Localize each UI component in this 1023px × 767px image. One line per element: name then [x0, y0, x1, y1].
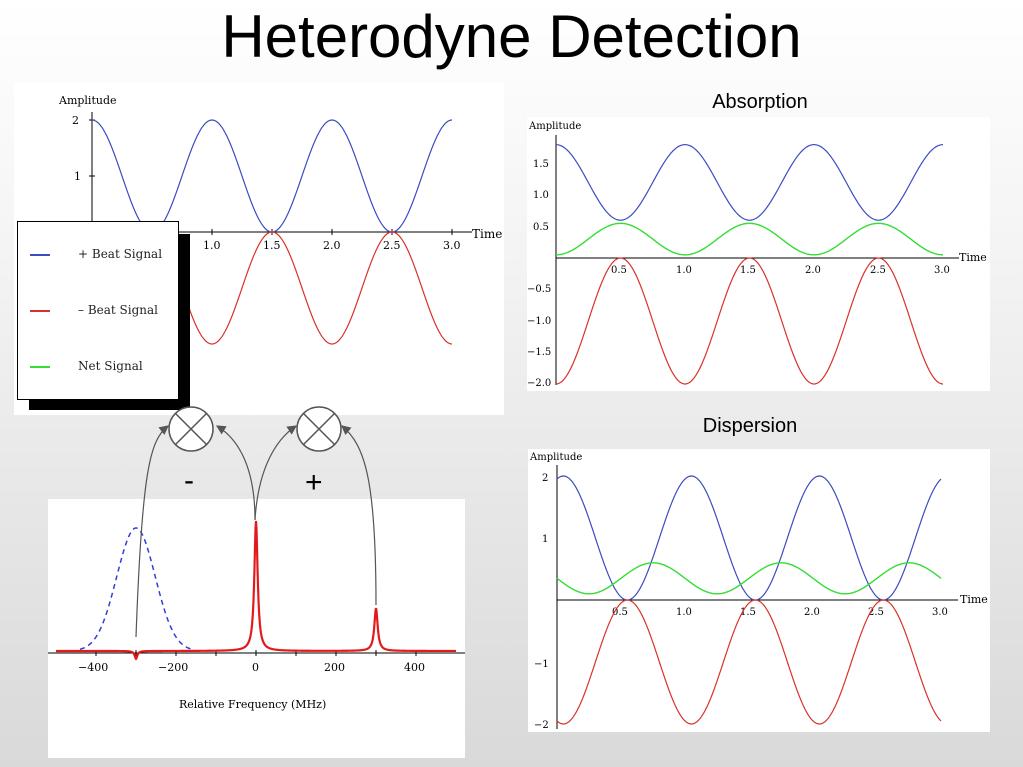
- mixer-minus-label: -: [184, 464, 194, 497]
- legend-label-net: Net Signal: [78, 359, 143, 373]
- spectrum-xtick: 200: [324, 661, 345, 674]
- mixer-minus-icon: [168, 406, 214, 452]
- absorption-xtick: 1.5: [740, 265, 756, 276]
- dispersion-xtick: 2.5: [868, 607, 884, 618]
- dispersion-xtick: 0.5: [612, 607, 628, 618]
- dispersion-ylabel: Amplitude: [529, 452, 582, 463]
- legend-item-plus: + Beat Signal: [18, 245, 178, 265]
- spectrum-xtick: 0: [252, 661, 259, 674]
- dispersion-xtick: 2.0: [804, 607, 820, 618]
- beat-xtick-2-5: 2.5: [383, 239, 401, 252]
- dispersion-net-series: [556, 562, 942, 595]
- absorption-ytick: 1.5: [533, 159, 549, 170]
- absorption-xtick: 2.0: [805, 265, 821, 276]
- dispersion-xtick: 3.0: [932, 607, 948, 618]
- arrow-minus-from-carrier: [215, 425, 256, 521]
- legend-swatch-minus: [30, 310, 50, 312]
- spectrum-plot-panel: −400 −200 0 200 400 Relative Frequency (…: [48, 499, 465, 758]
- absorption-xtick: 3.0: [934, 265, 950, 276]
- beat-xtick-2-0: 2.0: [323, 239, 341, 252]
- dispersion-minus-series: [556, 599, 942, 725]
- dispersion-caption: Dispersion: [702, 415, 798, 437]
- absorption-ytick: −1.5: [527, 347, 551, 358]
- beat-xtick-marks: [211, 229, 453, 235]
- spectrum-xtick: −200: [158, 661, 188, 674]
- spectrum-xtick: 400: [404, 661, 425, 674]
- absorption-plot: Amplitude Time 1.5 1.0 0.5 −0.5 −1.0 −1.…: [527, 121, 987, 389]
- beat-xtick-1-0: 1.0: [203, 239, 221, 252]
- mixer-plus-icon: [296, 406, 342, 452]
- dispersion-xtick: 1.5: [740, 607, 756, 618]
- mixer-plus-label: +: [305, 466, 323, 499]
- beat-xtick-3-0: 3.0: [443, 239, 461, 252]
- beat-ytick-1: 1: [74, 170, 81, 183]
- absorption-ytick: −1.0: [527, 316, 551, 327]
- arrow-plus-from-upper: [341, 425, 377, 606]
- beat-plot: Amplitude 2 1 1.0 1.5 2.0 2.5 3.0 Time: [58, 94, 502, 402]
- legend-label-plus: + Beat Signal: [78, 247, 163, 261]
- dispersion-xlabel: Time: [960, 593, 988, 606]
- dispersion-plus-series: [556, 475, 942, 601]
- absorption-xtick: 0.5: [611, 265, 627, 276]
- legend-swatch-plus: [30, 254, 50, 256]
- absorption-xtick-labels: 0.5 1.0 1.5 2.0 2.5 3.0: [611, 265, 950, 276]
- beat-xlabel: Time: [472, 227, 502, 241]
- legend-item-minus: – Beat Signal: [18, 301, 178, 321]
- legend-label-minus: – Beat Signal: [78, 303, 158, 317]
- absorption-plot-panel: Amplitude Time 1.5 1.0 0.5 −0.5 −1.0 −1.…: [527, 117, 990, 391]
- legend-item-net: Net Signal: [18, 357, 178, 377]
- dispersion-xtick: 1.0: [676, 607, 692, 618]
- arrow-minus-from-lower: [135, 425, 169, 638]
- absorption-minus-series: [555, 257, 944, 385]
- arrow-plus-from-carrier: [254, 425, 297, 521]
- dispersion-ytick: 1: [542, 534, 548, 545]
- spectrum-dashed-series: [79, 527, 193, 650]
- spectrum-solid-series: [56, 520, 456, 661]
- beat-ylabel: Amplitude: [58, 94, 117, 107]
- spectrum-xlabel: Relative Frequency (MHz): [179, 698, 326, 711]
- absorption-xlabel: Time: [959, 251, 987, 264]
- dispersion-ytick: −2: [534, 720, 549, 731]
- absorption-net-series: [555, 222, 944, 256]
- spectrum-plot: −400 −200 0 200 400 Relative Frequency (…: [48, 520, 465, 711]
- absorption-ytick-labels: 1.5 1.0 0.5 −0.5 −1.0 −1.5 −2.0: [527, 159, 551, 389]
- dispersion-plot: Amplitude Time 2 1 −1 −2 0.5 1.0 1.5 2.0…: [529, 452, 988, 731]
- dispersion-ytick: 2: [542, 473, 548, 484]
- page-title: Heterodyne Detection: [221, 3, 802, 70]
- legend: + Beat Signal – Beat Signal Net Signal: [17, 221, 179, 400]
- absorption-caption: Absorption: [712, 91, 808, 113]
- dispersion-plot-panel: Amplitude Time 2 1 −1 −2 0.5 1.0 1.5 2.0…: [528, 449, 990, 732]
- absorption-ytick: −2.0: [527, 378, 551, 389]
- dispersion-ytick: −1: [534, 659, 549, 670]
- absorption-xtick: 2.5: [870, 265, 886, 276]
- absorption-plus-series: [555, 143, 944, 221]
- absorption-ylabel: Amplitude: [528, 121, 581, 132]
- spectrum-xtick: −400: [78, 661, 108, 674]
- absorption-ytick: 0.5: [533, 222, 549, 233]
- beat-xtick-1-5: 1.5: [263, 239, 281, 252]
- absorption-ytick: −0.5: [527, 284, 551, 295]
- beat-ytick-2: 2: [72, 114, 79, 127]
- absorption-ytick: 1.0: [533, 190, 549, 201]
- absorption-xtick: 1.0: [676, 265, 692, 276]
- legend-swatch-net: [30, 366, 50, 368]
